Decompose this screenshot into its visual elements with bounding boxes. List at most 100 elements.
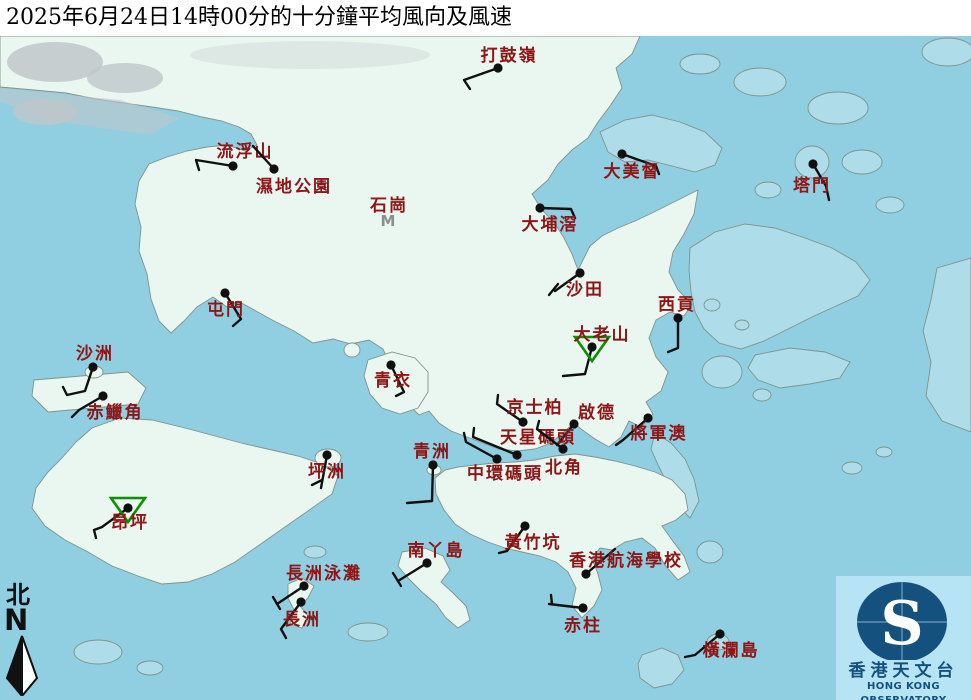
- north-compass: 北 N: [3, 582, 45, 700]
- station-dot: [518, 417, 528, 427]
- wind-barb: [275, 584, 306, 606]
- map-title: 2025年6月24日14時00分的十分鐘平均風向及風速: [0, 0, 971, 36]
- wind-barb: [271, 595, 282, 611]
- wind-barb: [319, 453, 329, 490]
- wind-barb: [92, 506, 130, 540]
- island: [921, 37, 971, 67]
- station-dot: [578, 603, 588, 613]
- airport-island: [31, 371, 147, 413]
- station-dot: [492, 454, 502, 464]
- wind-barb: [389, 363, 406, 398]
- station-dot: [428, 460, 438, 470]
- wind-barb: [279, 600, 303, 640]
- tsing-yi-island: [363, 351, 429, 415]
- urban-area: [190, 41, 430, 69]
- station-dot: [575, 268, 585, 278]
- wind-barb: [61, 365, 95, 397]
- mainland-group: [0, 35, 699, 452]
- wind-barb: [251, 144, 276, 171]
- wind-barb: [535, 419, 565, 451]
- wind-barb: [495, 393, 525, 424]
- island: [733, 67, 787, 97]
- wind-barb: [620, 152, 661, 176]
- station-dot: [715, 629, 725, 639]
- wind-barb: [538, 206, 577, 220]
- lantau-island: [31, 417, 339, 585]
- island: [303, 545, 327, 559]
- north-label-chinese: 北: [6, 580, 30, 609]
- station-label: 屯門: [207, 299, 245, 320]
- station-label: 啟德: [578, 402, 616, 423]
- station-dot: [88, 362, 98, 372]
- hko-name-chinese: 香港天文台: [848, 661, 959, 681]
- station-dot: [581, 569, 591, 579]
- missing-data-marker: M: [381, 212, 396, 230]
- station-label: 昂坪: [111, 513, 149, 533]
- station-label: 塔門: [793, 175, 831, 196]
- station-dot: [493, 63, 503, 73]
- wind-barb: [471, 426, 519, 457]
- lamma-island: [397, 547, 471, 629]
- wind-barb: [549, 593, 554, 606]
- station-dot: [269, 164, 279, 174]
- east-coast-land: [922, 257, 971, 433]
- mainland-new-territories: [0, 35, 699, 452]
- station-dot: [228, 161, 238, 171]
- wind-barb: [547, 602, 585, 610]
- island: [73, 639, 123, 665]
- island: [754, 181, 782, 199]
- station-label: 青洲: [413, 441, 451, 462]
- station-label: 濕地公園: [256, 176, 332, 197]
- wind-barb: [683, 632, 722, 659]
- wind-barb: [811, 162, 831, 202]
- island: [136, 660, 164, 676]
- station-dot: [673, 313, 683, 323]
- station-label: 大老山: [574, 324, 631, 345]
- station-label: 西貢: [658, 295, 696, 315]
- island: [752, 388, 772, 402]
- wind-barb: [70, 394, 105, 419]
- station-label: 沙田: [566, 280, 604, 300]
- wind-barb: [584, 547, 617, 576]
- high-island: [747, 347, 851, 389]
- wind-barb: [497, 524, 527, 555]
- sai-kung-peninsula: [688, 223, 871, 350]
- station-label: 青衣: [374, 370, 412, 391]
- station-dot: [422, 558, 432, 568]
- station-dot: [535, 203, 545, 213]
- island: [701, 355, 743, 389]
- map-title-text: 2025年6月24日14時00分的十分鐘平均風向及風速: [6, 5, 512, 30]
- north-arrow-icon: [5, 635, 39, 699]
- station-label: 流浮山: [217, 141, 274, 162]
- island: [841, 149, 883, 175]
- station-dot: [643, 413, 653, 423]
- station-label: 沙洲: [76, 344, 114, 364]
- station-dot: [808, 159, 818, 169]
- island: [875, 446, 893, 458]
- station-label: 大美督: [604, 161, 661, 182]
- station-dot: [512, 450, 522, 460]
- svg-text:S: S: [880, 589, 923, 659]
- station-label: 長洲: [283, 610, 321, 630]
- station-dot: [558, 444, 568, 454]
- wind-barb: [223, 291, 243, 328]
- urban-area: [0, 88, 180, 135]
- island: [679, 53, 721, 75]
- hko-logo-icon: S: [857, 582, 947, 662]
- station-label: 橫瀾島: [703, 640, 760, 661]
- island: [875, 196, 905, 214]
- station-dot: [299, 581, 309, 591]
- wind-barb: [462, 431, 499, 461]
- hko-name-english: HONG KONG OBSERVATORY: [861, 681, 947, 700]
- station-dot: [98, 391, 108, 401]
- wind-barb: [405, 463, 435, 505]
- station-dot: [569, 419, 579, 429]
- station-label: 大埔滘: [522, 214, 579, 235]
- island: [841, 461, 863, 475]
- station-label: 南丫島: [408, 540, 465, 561]
- island-tung-lung: [696, 540, 724, 564]
- station-dot: [220, 288, 230, 298]
